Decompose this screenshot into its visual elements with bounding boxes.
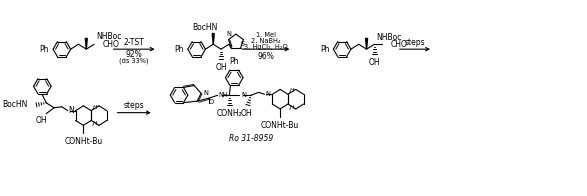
Polygon shape [212,34,214,44]
Text: N: N [226,31,231,37]
Text: N: N [241,92,246,98]
Text: CONHt-Bu: CONHt-Bu [261,121,299,130]
Text: ,H: ,H [289,105,295,110]
Text: N: N [203,90,208,96]
Text: CHO: CHO [103,40,120,49]
Text: NHBoc: NHBoc [96,32,122,41]
Text: 2. NaBH₄: 2. NaBH₄ [251,38,281,44]
Text: O: O [208,99,214,105]
Text: NH: NH [218,92,228,98]
Text: (ds 33%): (ds 33%) [119,58,149,64]
Text: 2-TST: 2-TST [124,38,144,47]
Text: Ph: Ph [230,57,239,66]
Text: OH: OH [36,116,47,125]
Text: OH: OH [369,58,380,67]
Text: Ph: Ph [174,45,184,54]
Text: CHO: CHO [391,40,408,49]
Text: 1. MeI: 1. MeI [256,33,276,38]
Text: NHBoc: NHBoc [376,33,402,42]
Text: N: N [265,91,271,97]
Text: BocHN: BocHN [2,100,28,109]
Text: 96%: 96% [258,52,275,61]
Text: CONH₂: CONH₂ [217,109,242,118]
Text: steps: steps [404,38,425,47]
Polygon shape [85,38,87,49]
Text: Ro 31-8959: Ro 31-8959 [229,134,273,143]
Text: ,H: ,H [92,105,99,110]
Text: steps: steps [124,101,144,110]
Text: Ph: Ph [40,45,49,54]
Text: S: S [240,42,244,47]
Text: ,H: ,H [289,88,295,93]
Text: OH: OH [215,63,227,72]
Text: ,H: ,H [92,122,99,126]
Text: 3. HgCl₂, H₂O: 3. HgCl₂, H₂O [244,44,288,50]
Text: OH: OH [240,109,252,118]
Polygon shape [366,38,367,49]
Text: Ph: Ph [320,45,329,54]
Text: 92%: 92% [126,50,143,59]
Text: CONHt-Bu: CONHt-Bu [64,137,103,146]
Text: BocHN: BocHN [192,23,217,32]
Text: N: N [69,106,75,115]
